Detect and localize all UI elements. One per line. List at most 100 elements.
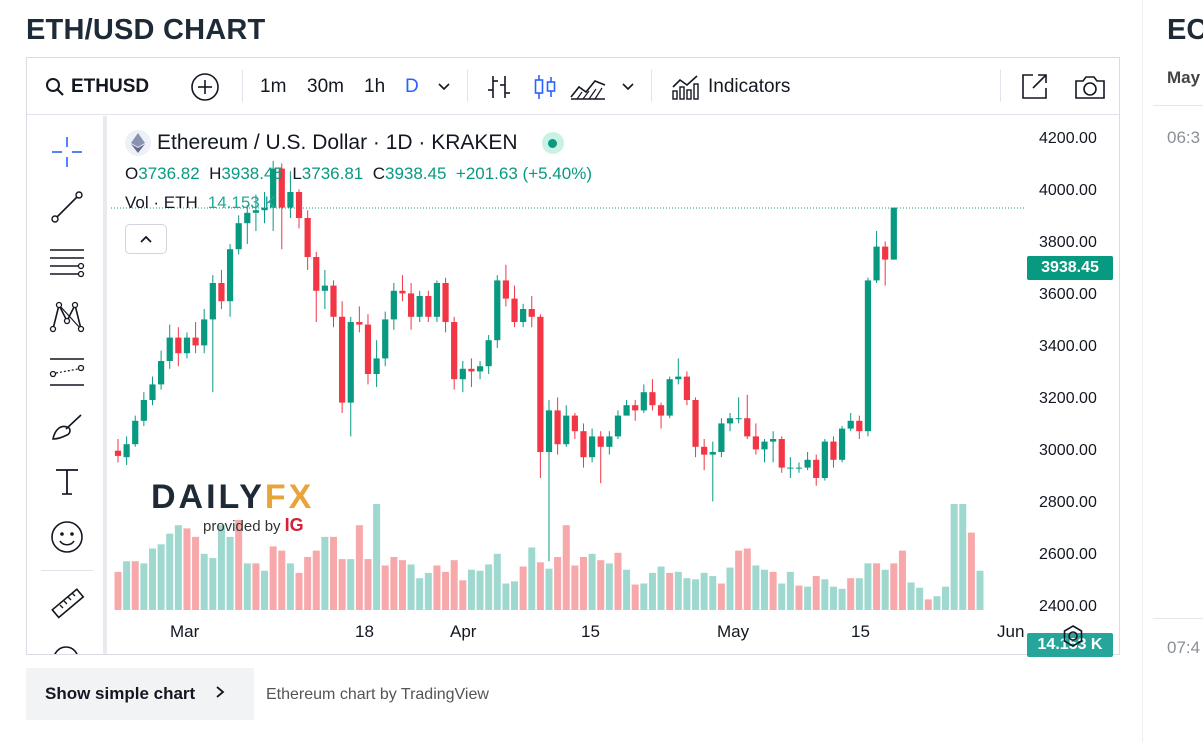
- dailyfx-watermark: DAILYFX provided by IG: [151, 478, 314, 536]
- brush-tool[interactable]: [47, 407, 87, 447]
- volume-bar: [959, 504, 967, 610]
- price-axis-label: 3200.00: [1039, 390, 1097, 407]
- candle: [226, 244, 234, 317]
- volume-bar: [511, 581, 519, 610]
- time-axis-label: Jun: [997, 622, 1025, 641]
- volume-bar: [709, 576, 717, 610]
- candle: [158, 350, 165, 390]
- candle: [770, 431, 777, 463]
- fib-retracement-tool[interactable]: [47, 242, 87, 282]
- timeframe-30m[interactable]: 30m: [307, 75, 344, 97]
- prediction-tool[interactable]: [47, 352, 87, 392]
- volume-bar: [502, 583, 510, 610]
- emoji-tool[interactable]: [47, 517, 87, 557]
- volume-bar: [933, 596, 941, 610]
- candle: [433, 280, 441, 322]
- ethereum-logo-icon: [125, 130, 151, 156]
- candle: [666, 376, 673, 419]
- volume-bar: [183, 528, 191, 610]
- candle: [563, 405, 570, 447]
- close-value: 3938.45: [384, 164, 447, 183]
- zoom-tool[interactable]: [51, 644, 81, 654]
- ruler-tool[interactable]: [47, 584, 87, 624]
- symbol-search-button[interactable]: ETHUSD: [45, 58, 149, 115]
- volume-bar: [217, 525, 225, 610]
- volume-bar: [976, 570, 984, 610]
- volume-bar: [847, 578, 855, 610]
- volume-value: 14.153 K: [207, 193, 276, 212]
- volume-bar: [717, 583, 725, 610]
- timeframe-1h[interactable]: 1h: [364, 75, 386, 97]
- fullscreen-button[interactable]: [1019, 58, 1049, 115]
- volume-bar: [355, 525, 363, 610]
- forecast-icon: [49, 358, 85, 386]
- pattern-tool[interactable]: [47, 297, 87, 337]
- symbol-label: ETHUSD: [71, 75, 150, 97]
- timeframe-dropdown[interactable]: [437, 58, 451, 115]
- smiley-icon: [51, 521, 83, 553]
- candle: [761, 439, 768, 463]
- trend-line-tool[interactable]: [47, 187, 87, 227]
- volume-bar: [700, 572, 708, 610]
- candle: [339, 301, 346, 413]
- chart-settings-button[interactable]: [1061, 624, 1085, 653]
- chart-area[interactable]: DAILYFX provided by IG Ethereum / U.S. Do…: [111, 116, 1119, 657]
- area-style-button[interactable]: [569, 58, 607, 115]
- candle: [485, 335, 492, 374]
- volume-bar: [123, 561, 131, 610]
- bars-style-button[interactable]: [485, 58, 513, 115]
- candle: [640, 384, 647, 413]
- volume-bar: [166, 533, 174, 610]
- volume-bar: [304, 557, 312, 610]
- candle: [140, 392, 147, 426]
- volume-bar: [519, 566, 527, 610]
- volume-bar: [295, 572, 303, 610]
- volume-bar: [252, 563, 260, 610]
- candle: [175, 327, 182, 367]
- volume-bar: [829, 586, 837, 610]
- price-chart[interactable]: [111, 116, 1119, 654]
- volume-bar: [950, 504, 958, 610]
- tradingview-attribution[interactable]: Ethereum chart by TradingView: [266, 686, 489, 703]
- low-value: 3736.81: [301, 164, 364, 183]
- volume-bar: [614, 552, 622, 610]
- volume-bar: [916, 587, 924, 610]
- candle: [649, 379, 656, 411]
- collapse-legend-button[interactable]: [125, 224, 167, 254]
- candle: [683, 371, 691, 406]
- text-tool[interactable]: [47, 462, 87, 502]
- candle: [709, 441, 716, 502]
- indicators-icon: [672, 74, 699, 100]
- volume-bar: [864, 563, 872, 610]
- candle: [390, 283, 397, 330]
- crosshair-tool[interactable]: [47, 132, 87, 172]
- candle: [304, 210, 311, 270]
- volume-bar: [140, 563, 148, 610]
- candle: [726, 413, 734, 432]
- show-simple-chart-button[interactable]: Show simple chart: [26, 668, 254, 720]
- trend-line-icon: [51, 191, 83, 223]
- volume-bar: [261, 570, 269, 610]
- candle: [554, 397, 561, 455]
- candles-style-button[interactable]: [531, 58, 559, 115]
- chart-style-dropdown[interactable]: [621, 58, 635, 115]
- chevron-down-icon: [438, 82, 450, 90]
- volume-bar: [192, 536, 200, 610]
- timeframe-d[interactable]: D: [405, 75, 419, 97]
- volume-bar: [605, 563, 613, 610]
- candle: [261, 192, 268, 224]
- snapshot-button[interactable]: [1073, 58, 1107, 115]
- volume-bar: [174, 525, 182, 610]
- volume-bar: [657, 566, 665, 610]
- indicators-button[interactable]: Indicators: [670, 58, 790, 115]
- timeframe-1m[interactable]: 1m: [260, 75, 287, 97]
- watermark-brand: DAILYFX: [151, 478, 315, 516]
- compare-add-button[interactable]: [190, 58, 220, 115]
- candle: [873, 231, 880, 283]
- volume-bar: [967, 532, 975, 610]
- symbol-legend[interactable]: Ethereum / U.S. Dollar · 1D · KRAKEN: [125, 130, 564, 156]
- candle: [330, 280, 337, 328]
- volume-bar: [873, 563, 881, 610]
- volume-bar: [467, 569, 475, 610]
- volume-bar: [683, 578, 691, 610]
